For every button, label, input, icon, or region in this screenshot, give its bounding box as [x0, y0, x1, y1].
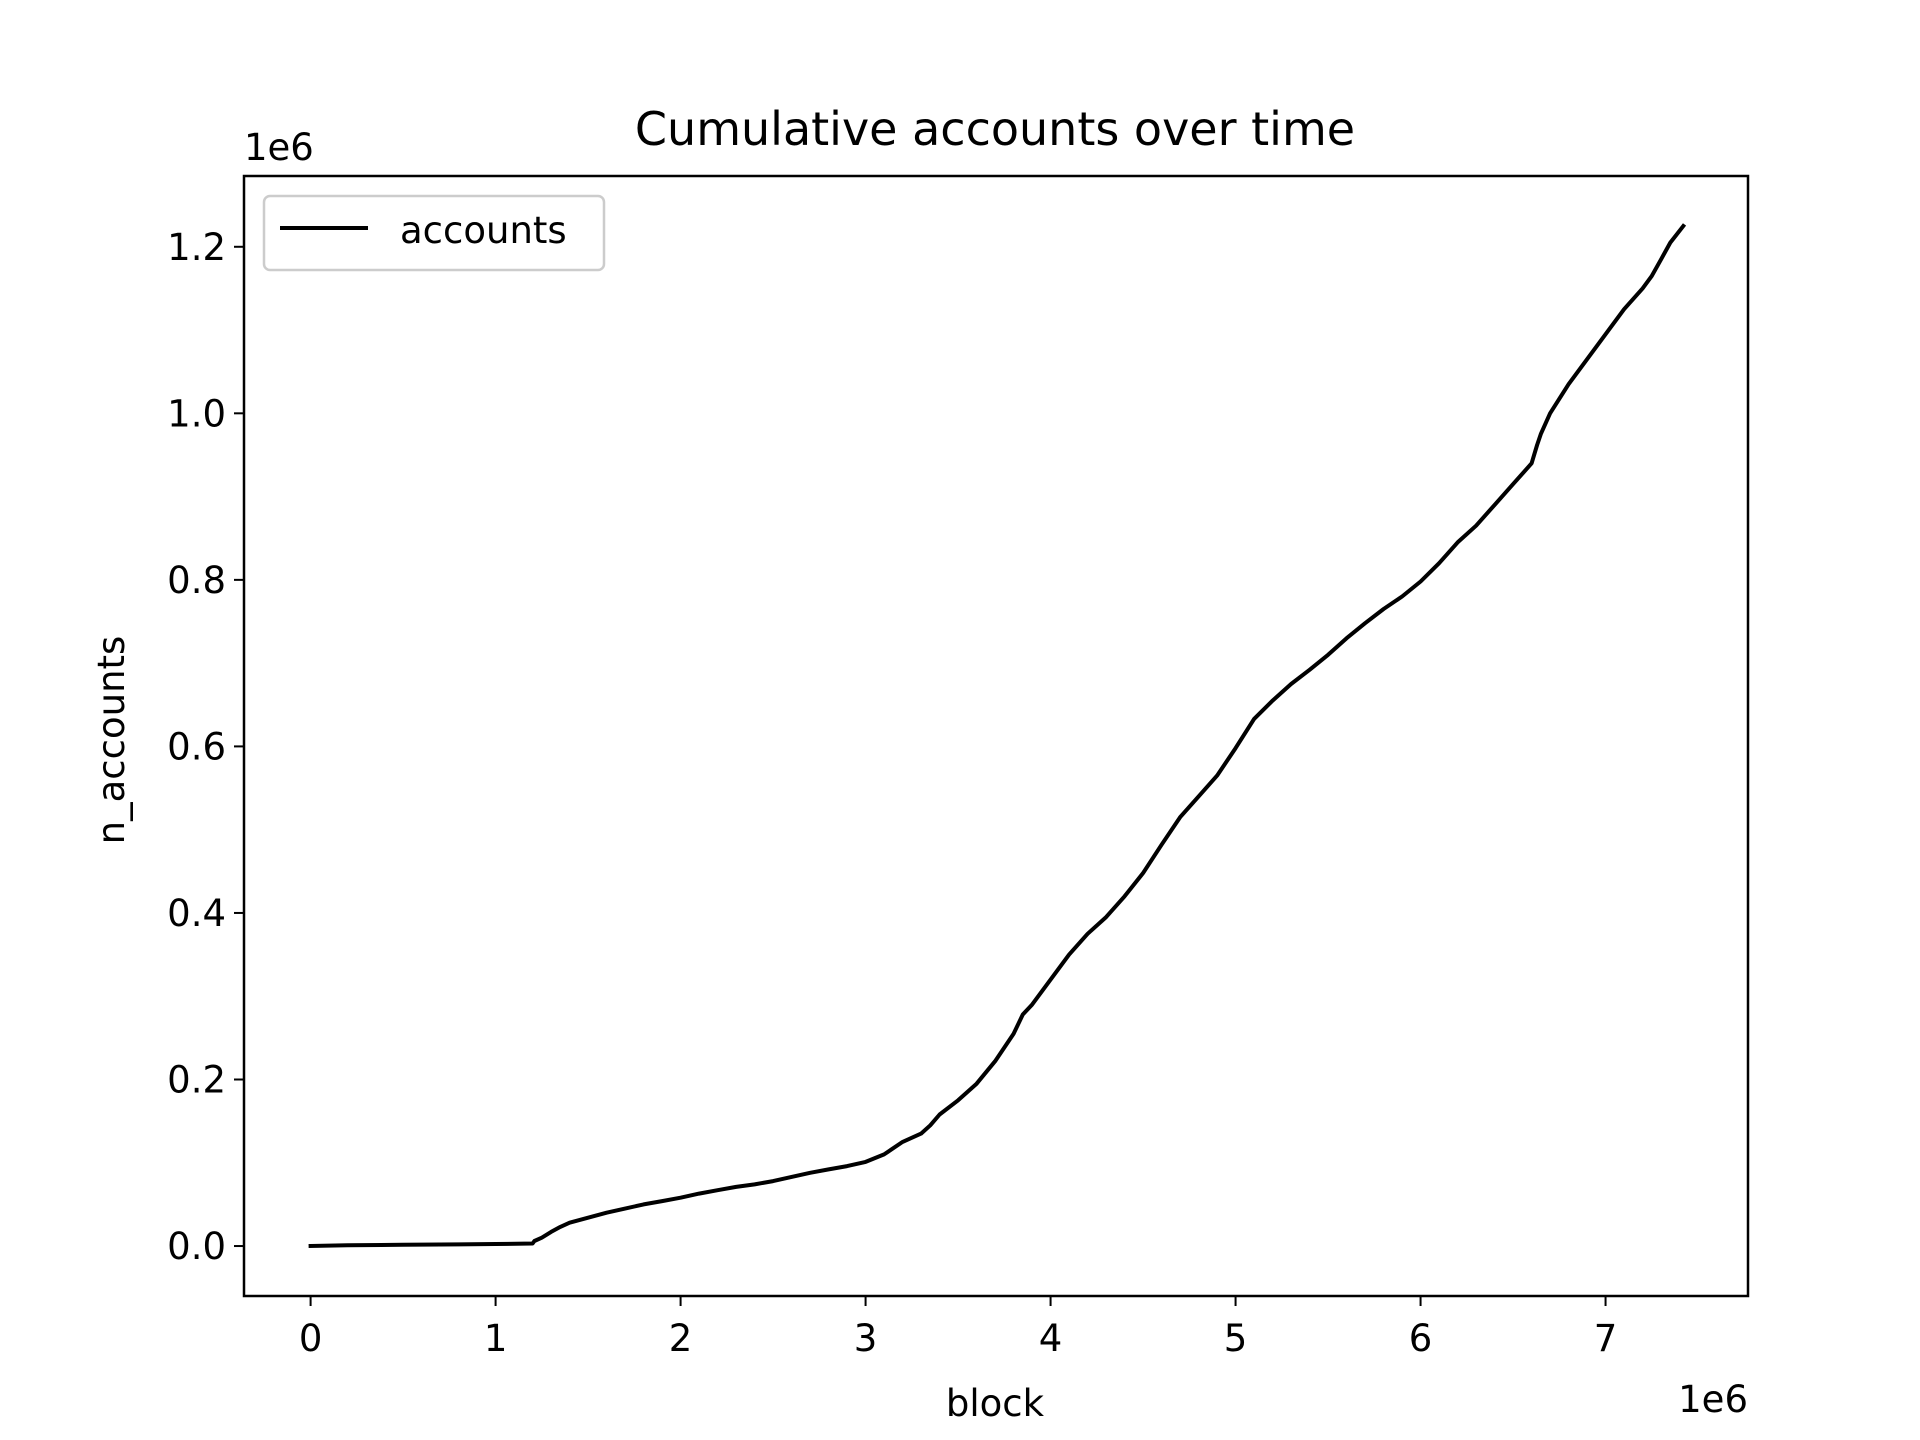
x-tick-label: 4	[1039, 1317, 1063, 1360]
x-tick-label: 2	[669, 1317, 693, 1360]
plot-frame	[242, 174, 1750, 1298]
x-offset-label: 1e6	[1678, 1378, 1748, 1421]
y-tick-label: 0.8	[167, 559, 226, 602]
y-tick-label: 0.4	[167, 892, 226, 935]
x-axis-label: block	[946, 1382, 1045, 1425]
y-ticks: 0.0 0.2 0.4 0.6 0.8 1.0 1.2	[167, 226, 244, 1268]
x-tick-label: 0	[299, 1317, 323, 1360]
legend: accounts	[262, 194, 606, 272]
x-tick-label: 6	[1409, 1317, 1433, 1360]
x-tick-label: 7	[1594, 1317, 1618, 1360]
y-tick-label: 1.2	[167, 226, 226, 269]
x-tick-label: 3	[854, 1317, 878, 1360]
chart-title: Cumulative accounts over time	[635, 102, 1355, 156]
y-tick-label: 0.2	[167, 1058, 226, 1101]
x-ticks: 0 1 2 3 4 5 6 7	[299, 1296, 1618, 1360]
y-tick-label: 1.0	[167, 392, 226, 435]
series-line-accounts	[308, 223, 1687, 1249]
y-offset-label: 1e6	[244, 126, 314, 169]
y-tick-label: 0.0	[167, 1225, 226, 1268]
x-tick-label: 1	[484, 1317, 508, 1360]
x-tick-label: 5	[1224, 1317, 1248, 1360]
plot-series	[308, 223, 1687, 1249]
y-tick-label: 0.6	[167, 725, 226, 768]
legend-box	[262, 194, 606, 272]
legend-label-accounts: accounts	[400, 209, 567, 252]
y-axis-label: n_accounts	[90, 636, 133, 845]
